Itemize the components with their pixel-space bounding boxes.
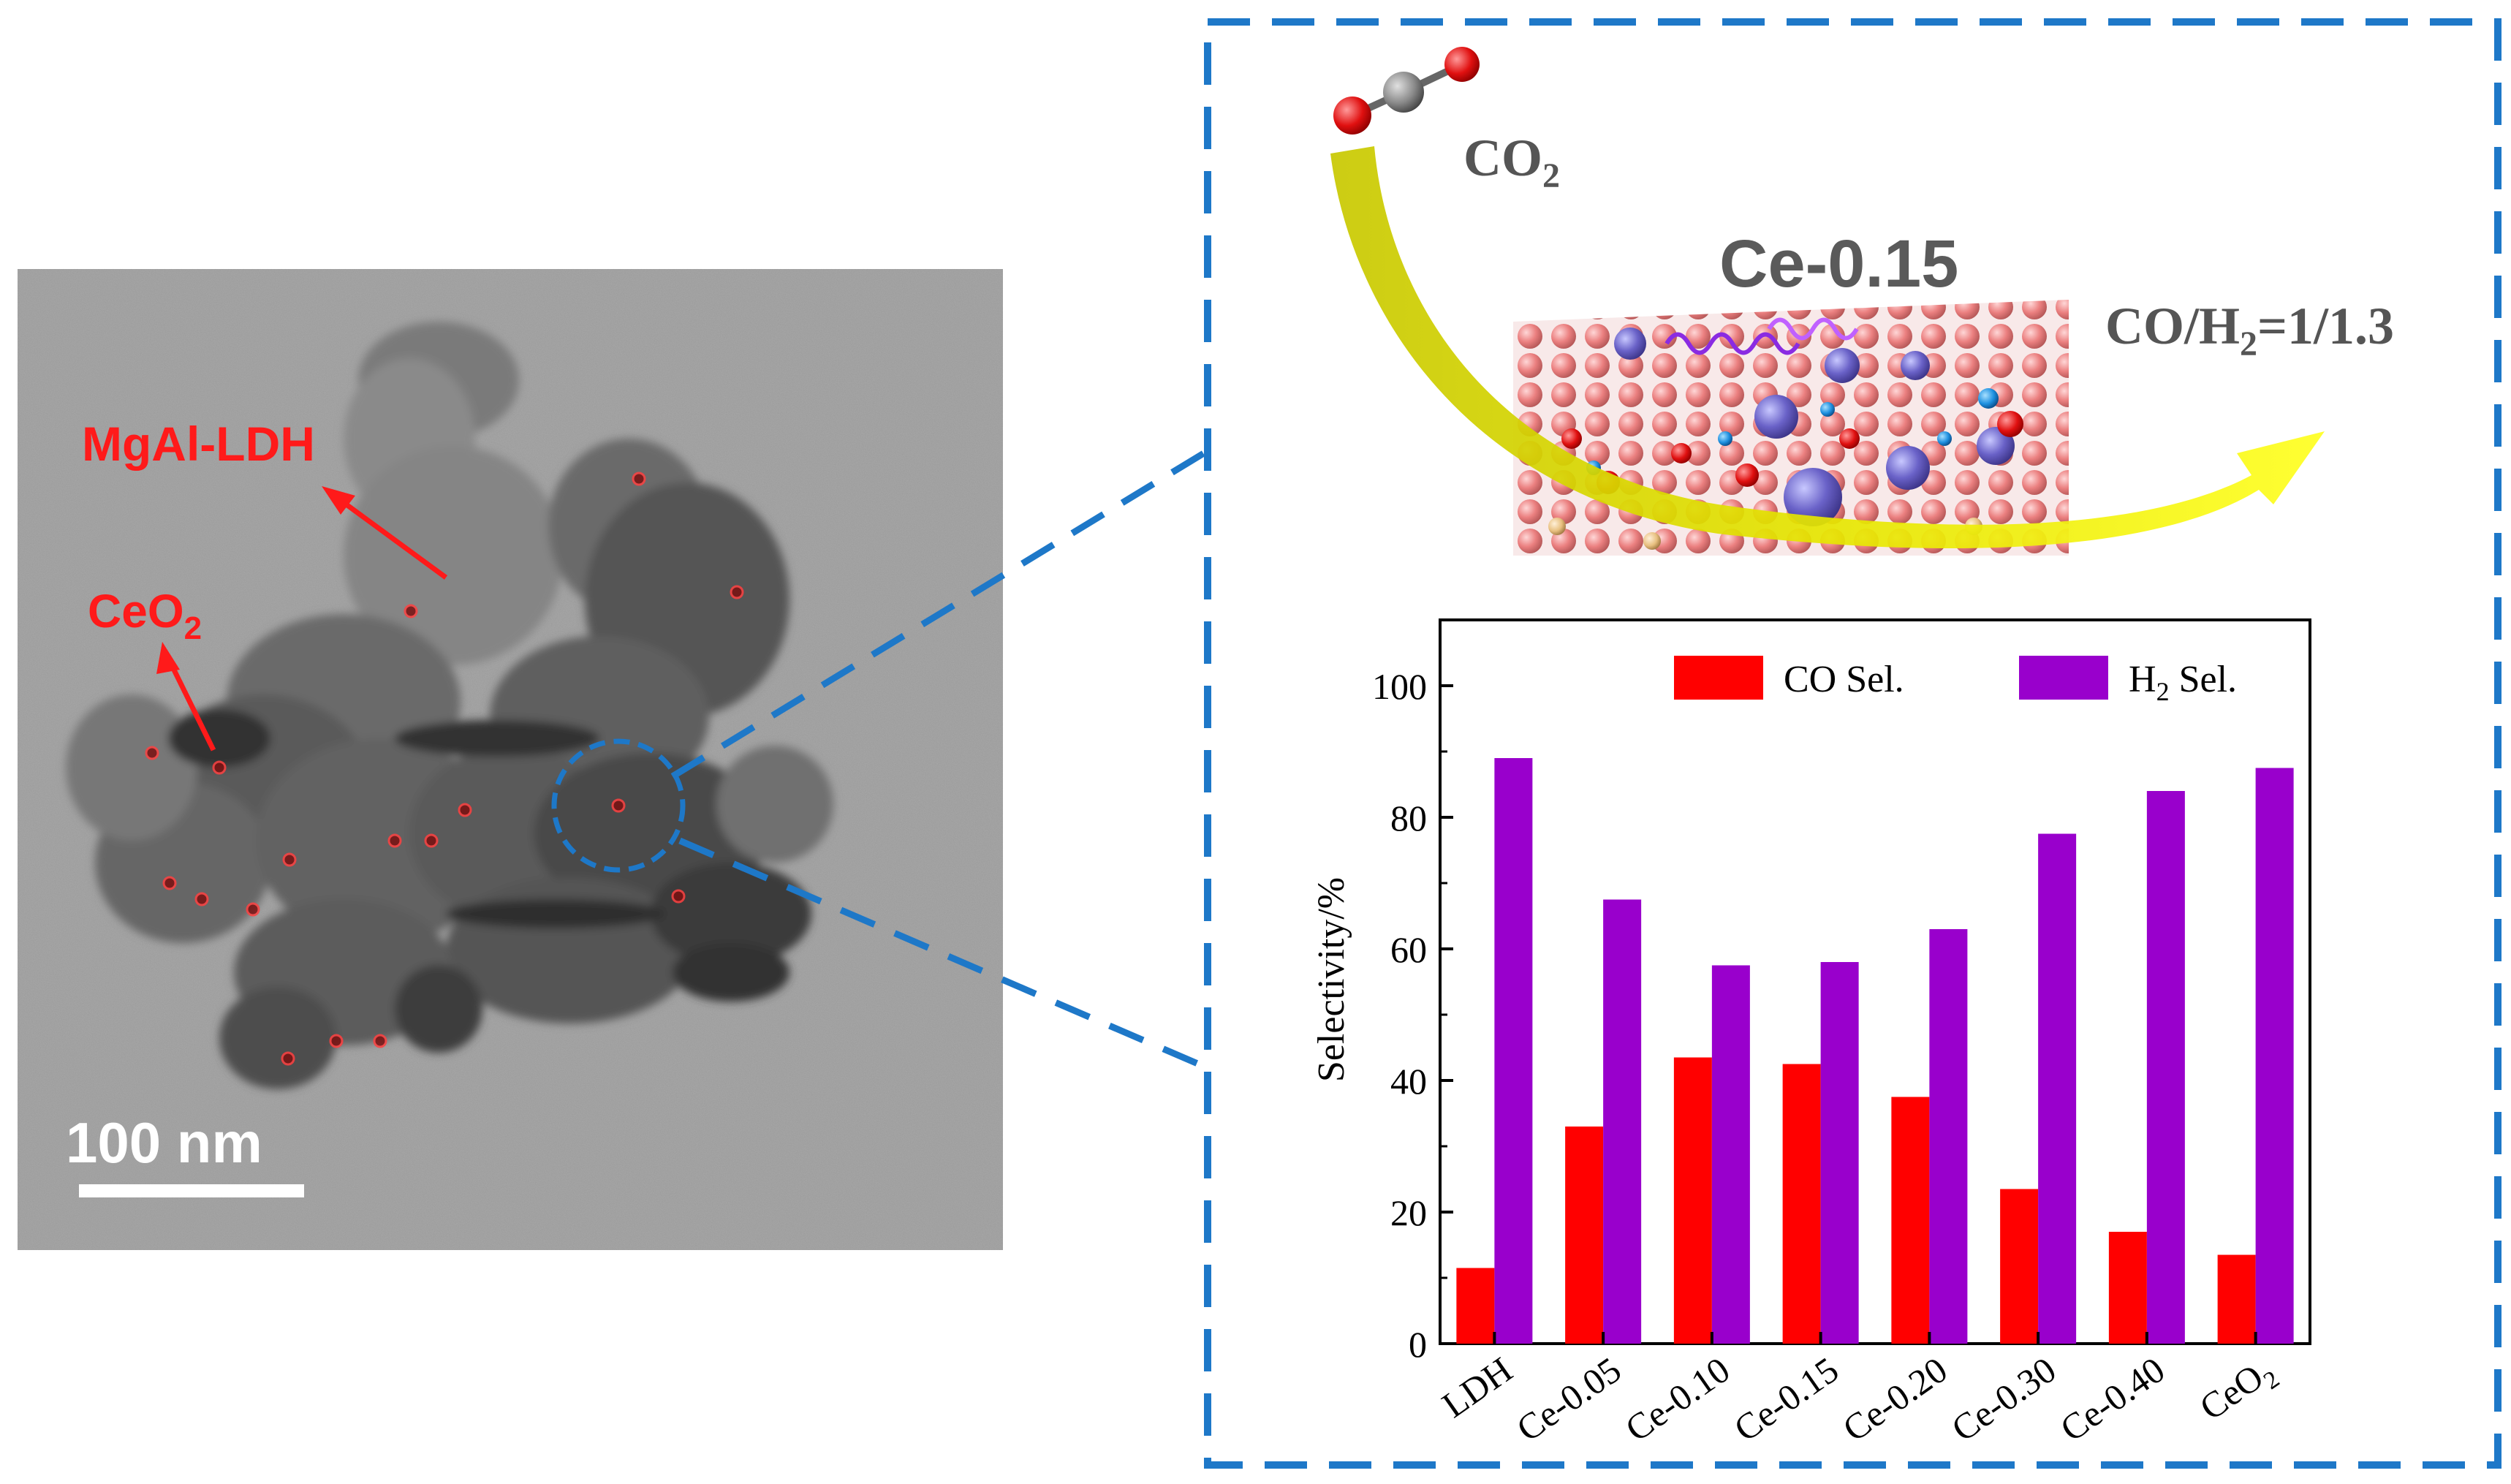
legend-label-h2-main: H — [2129, 659, 2156, 700]
tem-scale-bar — [79, 1184, 304, 1197]
schematic-product-suffix: =1/1.3 — [2257, 297, 2394, 355]
legend-label-co-main: CO Sel. — [1784, 659, 1904, 700]
tem-scale-bar-label: 100 nm — [66, 1110, 262, 1175]
legend-swatch-h2 — [2019, 656, 2108, 700]
bar-h2-ce-0-15 — [1820, 962, 1859, 1344]
schematic-product-sub: 2 — [2240, 325, 2257, 363]
bar-h2-ce-0-20 — [1929, 929, 1968, 1344]
bar-co-ldh — [1456, 1268, 1495, 1344]
legend-label-h2-suffix: Sel. — [2170, 659, 2237, 700]
x-tick-label-ce-0-30: Ce-0.30 — [1944, 1349, 2063, 1449]
chart-y-axis-label: Selectivity/% — [1311, 877, 1352, 1082]
tem-zoom-circle — [551, 738, 686, 873]
tem-arrow-ldh — [334, 495, 448, 580]
chart-x-axis: LDHCe-0.05Ce-0.10Ce-0.15Ce-0.20Ce-0.30Ce… — [1434, 1332, 2284, 1450]
bar-co-ce-0-10 — [1673, 1057, 1712, 1344]
zoom-connector-bottom — [678, 837, 1208, 1071]
bar-co-ce-0-20 — [1891, 1097, 1930, 1344]
tem-arrowhead-ceo2 — [156, 642, 180, 674]
chart-bars — [1456, 758, 2294, 1344]
bar-h2-ce-0-10 — [1711, 965, 1750, 1344]
y-tick-label-80: 80 — [1390, 798, 1427, 838]
legend-label-h2-sub: 2 — [2156, 677, 2170, 706]
schematic-catalyst-label: Ce-0.15 — [1719, 227, 1958, 301]
x-tick-label-ceo2: CeO2 — [2192, 1349, 2284, 1434]
bar-co-ceo2 — [2217, 1254, 2256, 1344]
schematic-reactant-sub: 2 — [1542, 156, 1560, 195]
x-tick-label-ce-0-05: Ce-0.05 — [1509, 1349, 1628, 1449]
y-tick-label-0: 0 — [1409, 1324, 1427, 1365]
legend-swatch-co — [1674, 656, 1763, 700]
chart-y-axis: 0 20 40 60 80 100 — [1372, 666, 1453, 1365]
x-tick-label-ce-0-20: Ce-0.20 — [1836, 1349, 1955, 1449]
x-tick-label-ce-0-15: Ce-0.15 — [1727, 1349, 1846, 1449]
bar-co-ce-0-30 — [2000, 1189, 2039, 1344]
tem-image-panel: MgAl-LDH CeO2 100 nm — [18, 269, 1003, 1250]
bar-h2-ce-0-40 — [2146, 791, 2185, 1344]
tem-label-mgal-ldh: MgAl-LDH — [82, 417, 315, 471]
tem-arrow-ceo2 — [165, 656, 216, 752]
x-tick-label-ce-0-10: Ce-0.10 — [1618, 1349, 1737, 1449]
bar-co-ce-0-40 — [2108, 1232, 2147, 1344]
schematic-reactant-main: CO — [1463, 129, 1542, 187]
tem-label-ceo2-main: CeO — [88, 585, 184, 637]
legend-label-h2: H2 Sel. — [2129, 659, 2237, 706]
bar-co-ce-0-15 — [1782, 1064, 1821, 1344]
schematic-reactant-label: CO2 — [1463, 129, 1560, 195]
bar-co-ce-0-05 — [1565, 1127, 1604, 1344]
legend-label-co: CO Sel. — [1784, 659, 1904, 700]
y-tick-label-20: 20 — [1390, 1192, 1427, 1233]
co2-molecule — [1333, 47, 1480, 135]
tem-label-ceo2: CeO2 — [88, 585, 202, 646]
tem-label-ceo2-sub: 2 — [184, 610, 202, 646]
chart-plot-frame — [1439, 618, 2311, 1345]
zoom-connector-top — [670, 449, 1208, 779]
bar-h2-ce-0-30 — [2038, 833, 2077, 1344]
tem-particles — [66, 322, 833, 1089]
schematic-product-prefix: CO/H — [2105, 297, 2240, 355]
y-tick-label-100: 100 — [1372, 666, 1427, 707]
zoom-frame — [1204, 18, 2501, 1469]
chart-legend: CO Sel. H2 Sel. — [1674, 656, 2237, 706]
tem-ceo2-markers — [145, 472, 744, 1066]
y-tick-label-40: 40 — [1390, 1061, 1427, 1102]
x-tick-label-ldh: LDH — [1434, 1349, 1519, 1426]
bar-h2-ceo2 — [2255, 768, 2294, 1344]
catalyst-surface — [1513, 300, 2069, 556]
tem-arrowhead-ldh — [322, 486, 355, 515]
reaction-schematic: CO2 Ce-0.15 CO/H2=1/1.3 — [1330, 47, 2394, 556]
y-tick-label-60: 60 — [1390, 929, 1427, 970]
schematic-product-label: CO/H2=1/1.3 — [2105, 297, 2394, 363]
x-tick-label-ce-0-40: Ce-0.40 — [2053, 1349, 2172, 1449]
bar-h2-ce-0-05 — [1603, 899, 1642, 1344]
bar-h2-ldh — [1494, 758, 1533, 1344]
